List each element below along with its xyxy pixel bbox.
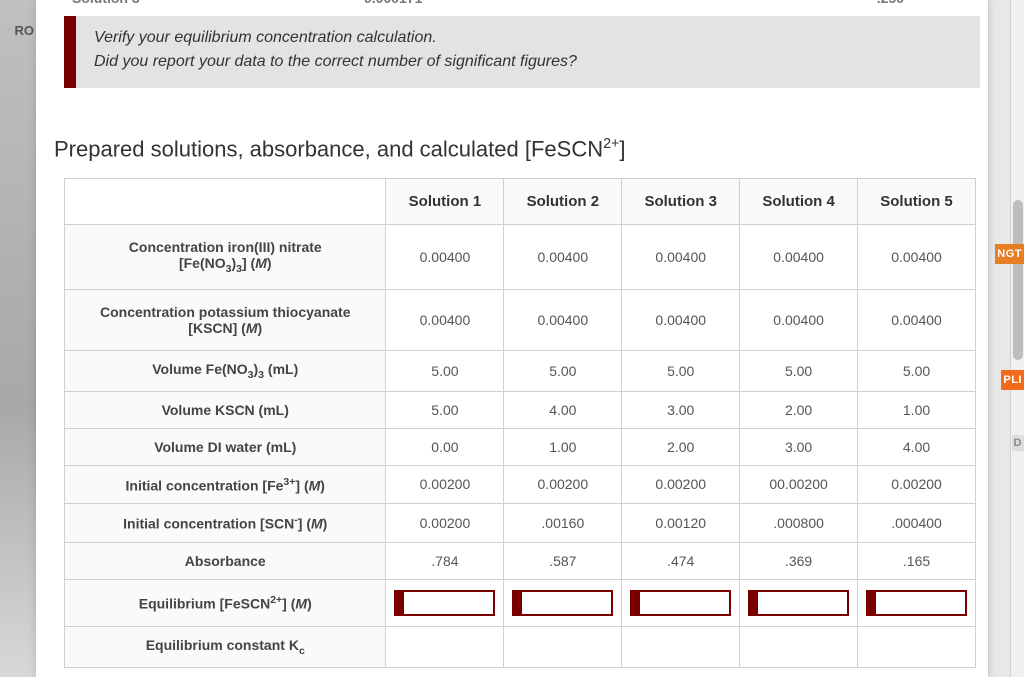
table-row: Initial concentration [Fe3+] (M)0.002000…	[65, 465, 976, 504]
data-cell: 0.00200	[858, 465, 976, 504]
error-input[interactable]	[866, 590, 967, 616]
data-cell	[386, 626, 504, 667]
row-label: Concentration potassium thiocyanate[KSCN…	[65, 289, 386, 350]
data-cell: 5.00	[386, 350, 504, 391]
feedback-callout: Verify your equilibrium concentration ca…	[64, 16, 980, 88]
error-input[interactable]	[748, 590, 849, 616]
table-row: Volume DI water (mL)0.001.002.003.004.00	[65, 428, 976, 465]
col-header: Solution 3	[622, 179, 740, 225]
left-text-fragment: RO	[15, 23, 35, 38]
data-cell	[622, 626, 740, 667]
data-cell: 0.00400	[504, 225, 622, 290]
data-cell	[386, 579, 504, 626]
top-row-label: Solution 3	[64, 0, 364, 6]
data-cell: 4.00	[504, 391, 622, 428]
data-cell: 2.00	[740, 391, 858, 428]
data-cell	[504, 626, 622, 667]
row-label: Concentration iron(III) nitrate[Fe(NO3)3…	[65, 225, 386, 290]
data-cell: .474	[622, 542, 740, 579]
data-cell: 0.00120	[622, 504, 740, 543]
data-cell: 0.00	[386, 428, 504, 465]
section-title-post: ]	[619, 136, 625, 161]
data-cell: 0.00200	[504, 465, 622, 504]
section-title-sup: 2+	[603, 136, 619, 152]
table-row: Volume Fe(NO3)3 (mL)5.005.005.005.005.00	[65, 350, 976, 391]
data-cell: 2.00	[622, 428, 740, 465]
row-label: Initial concentration [Fe3+] (M)	[65, 465, 386, 504]
data-cell: 0.00400	[740, 225, 858, 290]
col-header: Solution 5	[858, 179, 976, 225]
data-cell: 0.00400	[858, 225, 976, 290]
data-cell	[858, 626, 976, 667]
data-cell: 5.00	[858, 350, 976, 391]
data-cell: .369	[740, 542, 858, 579]
header-blank	[65, 179, 386, 225]
row-label: Volume KSCN (mL)	[65, 391, 386, 428]
data-cell: 0.00200	[386, 504, 504, 543]
data-cell	[858, 579, 976, 626]
col-header: Solution 1	[386, 179, 504, 225]
data-cell: .00160	[504, 504, 622, 543]
top-row-col3: .250	[664, 0, 904, 6]
data-cell: 00.00200	[740, 465, 858, 504]
table-row: Initial concentration [SCN-] (M)0.00200.…	[65, 504, 976, 543]
data-cell: 0.00400	[622, 289, 740, 350]
data-cell: 0.00400	[504, 289, 622, 350]
background-left-strip: RO	[0, 0, 36, 677]
table-header-row: Solution 1 Solution 2 Solution 3 Solutio…	[65, 179, 976, 225]
data-cell	[740, 579, 858, 626]
data-cell: 0.00400	[740, 289, 858, 350]
vertical-scrollbar[interactable]	[1010, 0, 1024, 677]
callout-line-1: Verify your equilibrium concentration ca…	[94, 26, 962, 50]
data-cell: 3.00	[622, 391, 740, 428]
table-row: Equilibrium constant Kc	[65, 626, 976, 667]
error-input[interactable]	[512, 590, 613, 616]
data-cell: 0.00200	[622, 465, 740, 504]
data-cell: .784	[386, 542, 504, 579]
data-cell: 5.00	[740, 350, 858, 391]
table-row: Concentration iron(III) nitrate[Fe(NO3)3…	[65, 225, 976, 290]
data-cell: .587	[504, 542, 622, 579]
data-cell: 5.00	[386, 391, 504, 428]
row-label: Absorbance	[65, 542, 386, 579]
data-cell	[622, 579, 740, 626]
data-cell	[740, 626, 858, 667]
row-label: Volume Fe(NO3)3 (mL)	[65, 350, 386, 391]
error-input[interactable]	[630, 590, 731, 616]
table-row: Equilibrium [FeSCN2+] (M)	[65, 579, 976, 626]
table-row: Absorbance.784.587.474.369.165	[65, 542, 976, 579]
data-cell: .000800	[740, 504, 858, 543]
data-cell: 0.00200	[386, 465, 504, 504]
section-title: Prepared solutions, absorbance, and calc…	[54, 136, 626, 162]
col-header: Solution 4	[740, 179, 858, 225]
row-label: Equilibrium [FeSCN2+] (M)	[65, 579, 386, 626]
data-cell: 5.00	[622, 350, 740, 391]
truncated-top-row: Solution 3 0.000171 .250	[64, 0, 980, 6]
data-cell: 0.00400	[858, 289, 976, 350]
data-cell: 0.00400	[386, 225, 504, 290]
data-cell: 3.00	[740, 428, 858, 465]
data-cell: 1.00	[504, 428, 622, 465]
section-title-pre: Prepared solutions, absorbance, and calc…	[54, 136, 603, 161]
data-cell: 5.00	[504, 350, 622, 391]
content-panel: Solution 3 0.000171 .250 Verify your equ…	[36, 0, 989, 677]
data-cell: 4.00	[858, 428, 976, 465]
top-row-col2: 0.000171	[364, 0, 664, 6]
data-cell: 0.00400	[622, 225, 740, 290]
callout-line-2: Did you report your data to the correct …	[94, 50, 962, 74]
data-cell: .165	[858, 542, 976, 579]
row-label: Equilibrium constant Kc	[65, 626, 386, 667]
row-label: Volume DI water (mL)	[65, 428, 386, 465]
scrollbar-thumb[interactable]	[1013, 200, 1023, 360]
solutions-table: Solution 1 Solution 2 Solution 3 Solutio…	[64, 178, 976, 668]
data-cell: 0.00400	[386, 289, 504, 350]
data-cell: .000400	[858, 504, 976, 543]
data-cell	[504, 579, 622, 626]
table-row: Concentration potassium thiocyanate[KSCN…	[65, 289, 976, 350]
error-input[interactable]	[394, 590, 495, 616]
data-cell: 1.00	[858, 391, 976, 428]
row-label: Initial concentration [SCN-] (M)	[65, 504, 386, 543]
table-row: Volume KSCN (mL)5.004.003.002.001.00	[65, 391, 976, 428]
col-header: Solution 2	[504, 179, 622, 225]
